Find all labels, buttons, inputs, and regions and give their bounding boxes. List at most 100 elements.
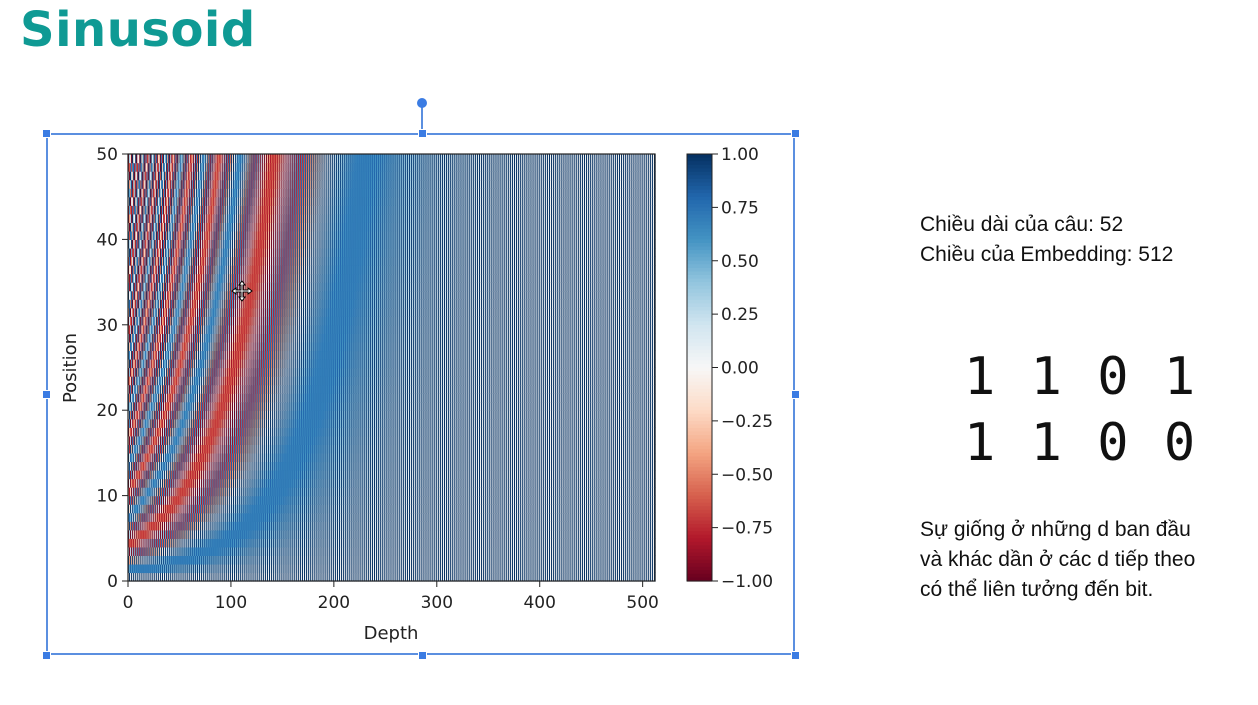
heatmap-cell [308,563,310,574]
heatmap-cell [465,563,468,574]
heatmap-cell [535,572,538,582]
rotate-handle[interactable] [417,98,427,108]
heatmap-cell [409,563,411,574]
heatmap-cell [229,572,232,582]
heatmap-cell [330,572,333,582]
heatmap-cell [346,572,348,582]
heatmap-cell [172,555,174,565]
heatmap-cell [191,572,194,582]
heatmap-cell [486,563,488,574]
heatmap-cell [403,572,406,582]
heatmap-cell [498,572,501,582]
heatmap-cell [637,563,640,574]
heatmap-cell [324,572,327,582]
heatmap-cell [433,572,436,582]
heatmap-cell [609,563,612,574]
heatmap-cell [648,572,651,582]
heatmap-cell [535,563,538,574]
heatmap-cell [566,563,569,574]
heatmap-cell [337,572,340,582]
heatmap-cell [255,572,258,582]
heatmap-cell [265,572,268,582]
heatmap-cell [254,563,257,574]
heatmap-cell [349,563,351,574]
heatmap-cell [208,555,210,565]
heatmap-cell [205,563,207,574]
heatmap-cell [279,563,281,574]
heatmap-cell [554,563,556,574]
heatmap-cell [364,563,367,574]
heatmap-cell [361,563,364,574]
heatmap-cell [217,572,220,582]
heatmap-cell [372,563,375,574]
heatmap-cell [611,572,614,582]
heatmap-cell [407,572,410,582]
heatmap-cell [602,563,605,574]
heatmap-cell [427,572,430,582]
heatmap-cell [447,563,449,574]
heatmap-cell [183,563,186,574]
heatmap-cell [238,563,240,574]
heatmap-cell [145,563,148,574]
heatmap-cell [191,555,194,565]
heatmap-cell [623,563,625,574]
heatmap-cell [608,572,611,582]
heatmap-cell [185,563,188,574]
heatmap-cell [593,563,595,574]
heatmap-cell [187,572,190,582]
heatmap-cell [385,563,387,574]
heatmap-cell [150,563,153,574]
heatmap-cell [431,572,434,582]
heatmap-cell [426,563,429,574]
heatmap-cell [592,563,594,574]
heatmap-cell [515,572,517,582]
heatmap-cell [185,555,188,565]
heatmap-cell [432,572,435,582]
heatmap-cell [466,563,469,574]
heatmap-cell [475,563,478,574]
heatmap-cell [289,563,292,574]
heatmap-cell [526,572,528,582]
heatmap-cell [251,563,254,574]
heatmap-cell [221,563,224,574]
heatmap-cell [270,572,272,582]
heatmap-cell [235,555,237,565]
heatmap-cell [345,572,347,582]
heatmap-cell [202,563,204,574]
heatmap-cell [213,563,216,574]
heatmap-cell [177,572,180,582]
heatmap-cell [357,563,360,574]
heatmap-cell [414,563,416,574]
heatmap-cell [494,572,497,582]
heatmap-cell [313,563,315,574]
heatmap-cell [228,563,231,574]
heatmap-cell [132,563,134,574]
heatmap-cell [501,563,504,574]
heatmap-cell [250,555,253,565]
heatmap-cell [402,563,405,574]
heatmap-cell [272,572,274,582]
heatmap-cell [609,572,612,582]
heatmap-cell [437,572,440,582]
heatmap-cell [235,572,237,582]
heatmap-cell [563,563,566,574]
heatmap-cell [307,572,309,582]
heatmap-cell [554,572,556,582]
heatmap-cell [160,555,163,565]
heatmap-cell [456,563,458,574]
heatmap-cell [417,563,419,574]
rotate-handle-line [421,106,423,133]
heatmap-cell [442,563,445,574]
heatmap-cell [354,572,357,582]
heatmap-cell [550,563,552,574]
heatmap-cell [273,563,275,574]
heatmap-cell [305,572,307,582]
heatmap-cell [260,563,263,574]
heatmap-cell [399,572,402,582]
heatmap-cell [203,572,205,582]
heatmap-cell [223,572,226,582]
heatmap-cell [188,572,191,582]
heatmap-cell [226,563,229,574]
heatmap-cell [230,555,233,565]
heatmap-cell [207,555,209,565]
